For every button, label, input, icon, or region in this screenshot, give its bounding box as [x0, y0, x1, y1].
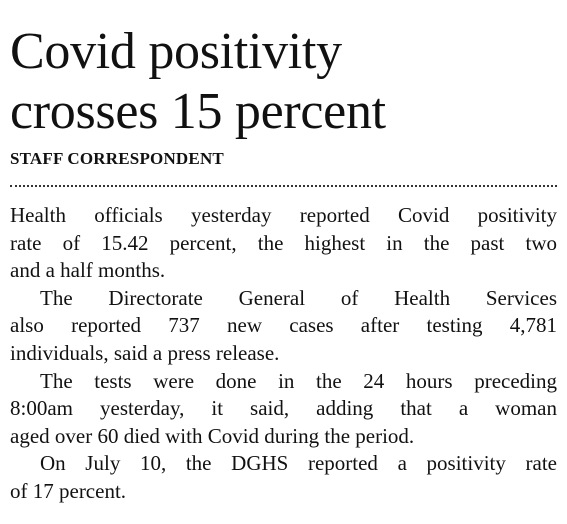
headline-line: Covid positivity: [10, 23, 342, 80]
text-line: 8:00am yesterday, it said, adding that a…: [10, 396, 557, 421]
text-line: individuals, said a press release.: [10, 340, 280, 365]
text-line: and a half months.: [10, 258, 166, 283]
headline-line: crosses 15 percent: [10, 83, 386, 140]
text-line: aged over 60 died with Covid during the …: [10, 423, 415, 448]
dotted-rule: [10, 185, 557, 187]
headline: Covid positivity crosses 15 percent: [10, 22, 560, 142]
text-line: The Directorate General of Health Servic…: [40, 285, 557, 310]
text-line: Health officials yesterday reported Covi…: [10, 203, 557, 227]
article-body: Health officials yesterday reported Covi…: [10, 202, 557, 506]
byline: STAFF CORRESPONDENT: [10, 149, 224, 168]
text-line: The tests were done in the 24 hours prec…: [40, 368, 557, 393]
text-line: also reported 737 new cases after testin…: [10, 313, 557, 338]
text-line: On July 10, the DGHS reported a positivi…: [40, 451, 557, 476]
text-line: of 17 percent.: [10, 478, 127, 503]
paragraph: Health officials yesterday reported Covi…: [10, 202, 557, 285]
text-line: rate of 15.42 percent, the highest in th…: [10, 230, 557, 255]
paragraph: The tests were done in the 24 hours prec…: [10, 368, 557, 451]
paragraph: On July 10, the DGHS reported a positivi…: [10, 450, 557, 505]
paragraph: The Directorate General of Health Servic…: [10, 285, 557, 368]
